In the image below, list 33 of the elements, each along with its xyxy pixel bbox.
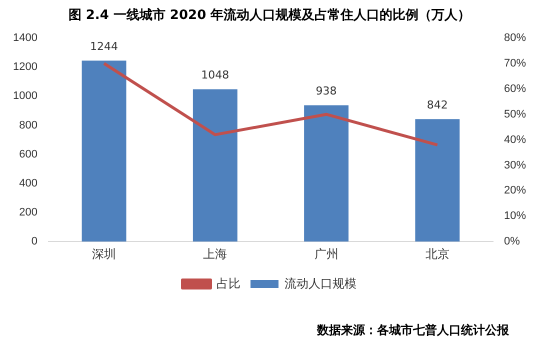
y2-tick-label: 0% [504, 236, 520, 248]
bar [82, 60, 126, 242]
y-tick-label: 1400 [12, 32, 38, 44]
y-tick-label: 200 [19, 206, 38, 219]
legend-label: 流动人口规模 [284, 276, 356, 290]
x-tick-label: 深圳 [92, 247, 116, 262]
x-tick-label: 上海 [203, 247, 228, 262]
y-tick-label: 0 [31, 236, 38, 248]
y-tick-label: 400 [19, 177, 38, 190]
bar [192, 89, 238, 242]
y-tick-label: 1200 [12, 61, 38, 74]
source-note: 数据来源：各城市七普人口统计公报 [317, 322, 509, 339]
y2-tick-label: 80% [504, 32, 526, 44]
bar [304, 105, 349, 242]
legend-label: 占比 [216, 276, 240, 290]
data-label: 842 [426, 98, 448, 112]
y2-tick-label: 30% [504, 159, 526, 172]
data-label: 938 [316, 84, 337, 98]
chart-title: 图 2.4 一线城市 2020 年流动人口规模及占常住人口的比例（万人） [67, 6, 472, 24]
y2-tick-label: 50% [504, 108, 526, 120]
data-label: 1048 [201, 68, 230, 82]
bar [415, 119, 460, 242]
y-tick-label: 600 [19, 148, 38, 160]
y2-tick-label: 70% [504, 57, 526, 70]
y-tick-label: 800 [19, 119, 38, 132]
y2-tick-label: 20% [504, 184, 526, 197]
y2-tick-label: 40% [504, 134, 526, 146]
y-tick-label: 1000 [12, 90, 38, 102]
y2-tick-label: 60% [504, 82, 526, 95]
y2-tick-label: 10% [504, 210, 526, 222]
x-tick-label: 北京 [425, 247, 450, 262]
data-label: 1244 [90, 40, 118, 54]
x-tick-label: 广州 [314, 247, 338, 262]
